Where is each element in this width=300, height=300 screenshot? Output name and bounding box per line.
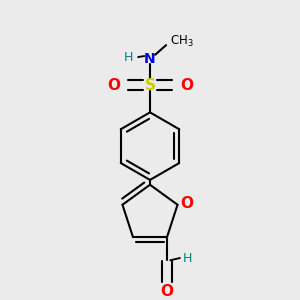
- Text: O: O: [180, 77, 193, 92]
- Text: O: O: [160, 284, 173, 299]
- Text: O: O: [107, 77, 120, 92]
- Text: N: N: [144, 52, 156, 66]
- Text: CH$_3$: CH$_3$: [170, 33, 194, 49]
- Text: O: O: [180, 196, 193, 211]
- Text: H: H: [183, 251, 193, 265]
- Text: H: H: [124, 50, 133, 64]
- Text: S: S: [145, 77, 155, 92]
